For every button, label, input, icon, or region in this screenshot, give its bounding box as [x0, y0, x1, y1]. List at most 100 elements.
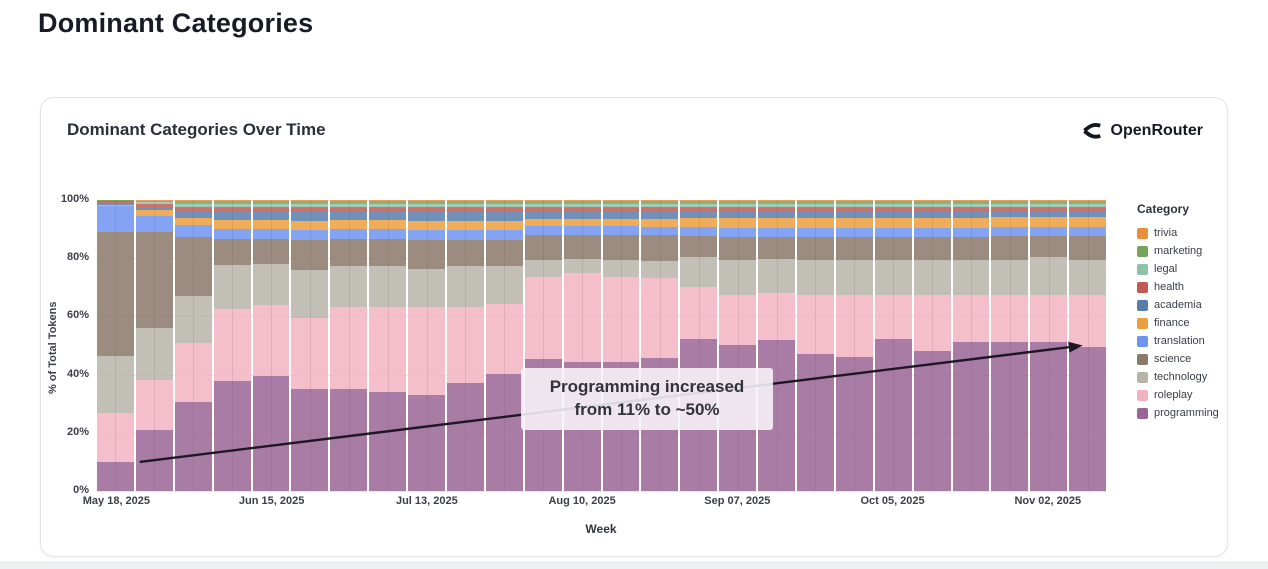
bar-segment-academia[interactable] — [563, 211, 601, 220]
bar-week[interactable] — [563, 200, 601, 491]
bar-segment-academia[interactable] — [408, 212, 446, 221]
bar-segment-programming[interactable] — [913, 350, 951, 491]
bar-segment-programming[interactable] — [485, 374, 523, 491]
bar-segment-legal[interactable] — [135, 202, 173, 205]
bar-week[interactable] — [291, 200, 329, 491]
bar-segment-science[interactable] — [291, 240, 329, 271]
bar-segment-legal[interactable] — [174, 203, 212, 207]
bar-segment-roleplay[interactable] — [291, 317, 329, 390]
bar-segment-trivia[interactable] — [330, 200, 368, 202]
bar-segment-technology[interactable] — [1030, 256, 1068, 295]
bar-segment-legal[interactable] — [447, 203, 484, 208]
bar-segment-marketing[interactable] — [719, 201, 757, 204]
bar-segment-legal[interactable] — [1030, 203, 1068, 208]
bar-segment-legal[interactable] — [952, 203, 990, 208]
bar-segment-health[interactable] — [1069, 207, 1107, 213]
bar-segment-health[interactable] — [563, 206, 601, 212]
bar-segment-health[interactable] — [874, 207, 912, 213]
bar-week[interactable] — [952, 200, 990, 491]
bar-segment-trivia[interactable] — [447, 200, 484, 202]
bar-segment-marketing[interactable] — [835, 201, 873, 204]
bar-segment-translation[interactable] — [758, 228, 796, 237]
bar-week[interactable] — [913, 200, 951, 491]
bar-segment-academia[interactable] — [524, 211, 562, 219]
bar-segment-translation[interactable] — [291, 229, 329, 241]
bar-segment-health[interactable] — [602, 206, 640, 212]
bar-segment-programming[interactable] — [447, 382, 484, 491]
bar-segment-roleplay[interactable] — [524, 277, 562, 360]
bar-segment-trivia[interactable] — [524, 200, 562, 202]
bar-segment-health[interactable] — [835, 207, 873, 213]
bar-segment-academia[interactable] — [758, 212, 796, 218]
legend-item-academia[interactable]: academia — [1137, 296, 1229, 314]
bar-segment-health[interactable] — [252, 206, 290, 212]
bar-segment-finance[interactable] — [291, 220, 329, 230]
bar-segment-marketing[interactable] — [641, 201, 679, 204]
bar-segment-programming[interactable] — [330, 388, 368, 491]
bar-segment-finance[interactable] — [524, 218, 562, 227]
bar-segment-translation[interactable] — [991, 227, 1029, 237]
bar-week[interactable] — [447, 200, 484, 491]
bar-segment-roleplay[interactable] — [97, 413, 134, 463]
bar-segment-roleplay[interactable] — [602, 277, 640, 363]
bar-segment-health[interactable] — [719, 207, 757, 213]
bar-segment-academia[interactable] — [991, 212, 1029, 218]
bar-segment-programming[interactable] — [252, 376, 290, 491]
bar-week[interactable] — [97, 200, 134, 491]
bar-segment-finance[interactable] — [485, 220, 523, 230]
bar-week[interactable] — [135, 200, 173, 491]
bar-segment-technology[interactable] — [874, 260, 912, 296]
bar-segment-health[interactable] — [797, 207, 834, 213]
bar-segment-trivia[interactable] — [1069, 200, 1107, 202]
bar-segment-trivia[interactable] — [719, 200, 757, 202]
bar-segment-roleplay[interactable] — [213, 308, 251, 381]
bar-segment-marketing[interactable] — [408, 201, 446, 204]
bar-segment-academia[interactable] — [874, 212, 912, 219]
bar-segment-marketing[interactable] — [563, 201, 601, 204]
bar-segment-roleplay[interactable] — [680, 286, 718, 340]
bar-segment-programming[interactable] — [991, 341, 1029, 491]
bar-segment-translation[interactable] — [641, 226, 679, 236]
bar-segment-finance[interactable] — [330, 220, 368, 230]
bar-segment-technology[interactable] — [447, 266, 484, 308]
bar-week[interactable] — [524, 200, 562, 491]
bar-segment-academia[interactable] — [485, 212, 523, 221]
bar-segment-trivia[interactable] — [485, 200, 523, 202]
bar-segment-roleplay[interactable] — [952, 295, 990, 343]
bar-segment-marketing[interactable] — [485, 201, 523, 204]
bar-segment-roleplay[interactable] — [252, 304, 290, 377]
bar-segment-trivia[interactable] — [641, 200, 679, 202]
bar-segment-academia[interactable] — [330, 211, 368, 221]
bar-segment-marketing[interactable] — [330, 201, 368, 204]
bar-segment-science[interactable] — [252, 238, 290, 265]
bar-segment-academia[interactable] — [602, 211, 640, 219]
bar-segment-marketing[interactable] — [913, 201, 951, 204]
bar-segment-marketing[interactable] — [991, 201, 1029, 204]
bar-week[interactable] — [874, 200, 912, 491]
bar-segment-science[interactable] — [1030, 236, 1068, 257]
bar-segment-legal[interactable] — [408, 203, 446, 208]
bar-segment-marketing[interactable] — [252, 201, 290, 204]
bar-segment-finance[interactable] — [97, 204, 134, 206]
bar-segment-legal[interactable] — [991, 203, 1029, 208]
bar-segment-legal[interactable] — [252, 203, 290, 207]
bar-segment-trivia[interactable] — [874, 200, 912, 202]
bar-segment-technology[interactable] — [1069, 259, 1107, 295]
bar-segment-roleplay[interactable] — [408, 307, 446, 395]
bar-segment-legal[interactable] — [874, 203, 912, 208]
bar-segment-health[interactable] — [291, 206, 329, 212]
bar-segment-science[interactable] — [835, 237, 873, 261]
bar-segment-marketing[interactable] — [369, 201, 407, 204]
bar-segment-programming[interactable] — [408, 394, 446, 491]
bar-segment-translation[interactable] — [602, 226, 640, 236]
bar-segment-roleplay[interactable] — [174, 343, 212, 403]
bar-segment-science[interactable] — [485, 239, 523, 267]
bar-segment-translation[interactable] — [213, 228, 251, 240]
bar-segment-technology[interactable] — [913, 260, 951, 296]
bar-segment-health[interactable] — [330, 206, 368, 212]
bar-segment-technology[interactable] — [369, 265, 407, 307]
bar-segment-programming[interactable] — [952, 342, 990, 491]
legend-item-technology[interactable]: technology — [1137, 368, 1229, 386]
bar-segment-academia[interactable] — [680, 212, 718, 219]
bar-segment-health[interactable] — [408, 207, 446, 213]
